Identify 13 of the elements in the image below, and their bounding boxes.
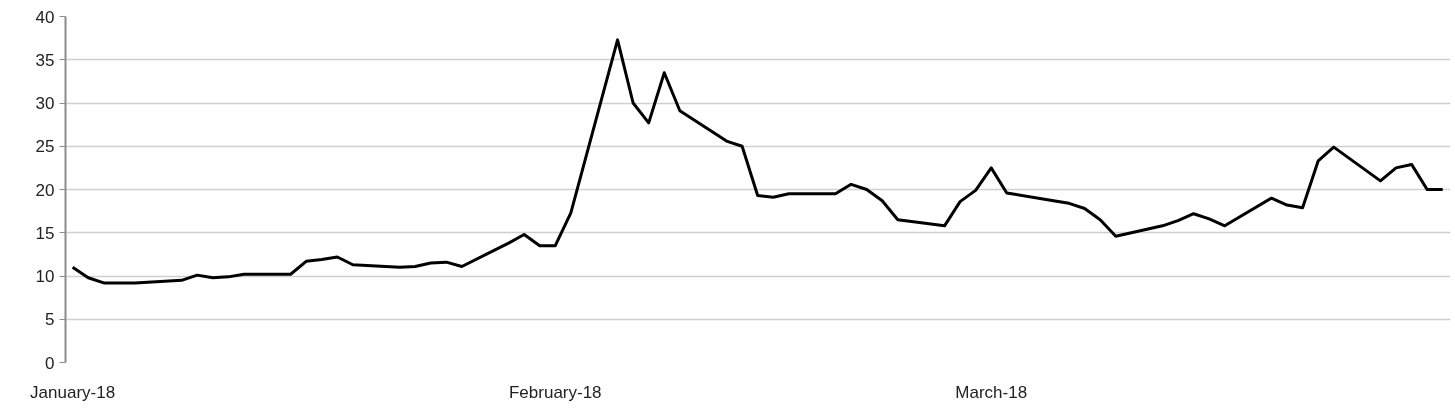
- y-tick-label: 10: [35, 267, 55, 286]
- y-tick-label: 0: [45, 353, 55, 373]
- y-tick-label: 25: [35, 137, 55, 157]
- line-series: [71, 38, 1445, 285]
- y-tick-label: 20: [35, 180, 55, 200]
- x-tick-label: February-18: [508, 382, 602, 402]
- x-tick-label: January-18: [30, 382, 116, 402]
- y-tick-label: 35: [35, 50, 55, 70]
- y-tick-label: 5: [45, 310, 55, 330]
- y-tick-label: 40: [35, 7, 55, 27]
- y-tick-label: 30: [35, 94, 55, 113]
- y-tick-label: 15: [35, 223, 55, 243]
- x-tick-label: March-18: [955, 382, 1028, 402]
